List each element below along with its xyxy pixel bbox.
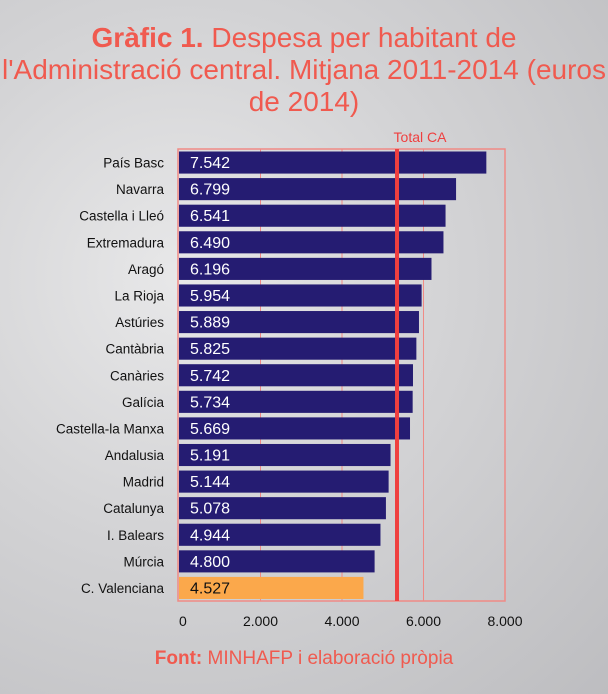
category-label: Canàries [110, 368, 164, 383]
data-label: 5.144 [190, 474, 230, 491]
category-label: Madrid [123, 475, 164, 490]
bar [179, 497, 386, 520]
data-label: 6.799 [190, 182, 230, 199]
source-note: Font: MINHAFP i elaboració pròpia [154, 648, 454, 669]
bar [179, 417, 411, 440]
data-label: 5.742 [190, 368, 230, 385]
bar [179, 443, 391, 467]
data-label: 5.669 [190, 421, 230, 438]
data-label: 4.527 [190, 580, 230, 597]
x-tick-label: 4.000 [324, 613, 359, 629]
category-label: Castella i Lleó [79, 209, 164, 224]
data-label: 5.954 [190, 288, 230, 305]
x-tick-label: 8.000 [487, 613, 522, 629]
bar [179, 311, 419, 334]
category-label: Navarra [116, 182, 165, 197]
bar [179, 364, 413, 387]
data-label: 5.889 [190, 315, 230, 332]
bar [179, 523, 381, 546]
category-label: Astúries [115, 315, 164, 330]
category-label: C. Valenciana [81, 581, 165, 596]
data-label: 4.944 [190, 527, 230, 544]
category-label: Andalusia [105, 448, 165, 463]
x-tick-label: 6.000 [406, 613, 441, 629]
reference-line-label: Total CA [394, 129, 448, 145]
data-label: 5.078 [190, 501, 230, 518]
bar [179, 257, 432, 280]
data-label: 6.541 [190, 208, 230, 225]
category-label: Cantàbria [105, 342, 164, 357]
x-tick-label: 2.000 [243, 613, 278, 629]
category-label: Catalunya [103, 501, 164, 516]
chart-title: Gràfic 1. Despesa per habitant de l'Admi… [1, 22, 606, 117]
data-label: 5.825 [190, 341, 230, 358]
bar [179, 178, 457, 201]
data-label: 6.490 [190, 235, 230, 252]
data-label: 6.196 [190, 261, 230, 278]
x-tick-label: 0 [179, 613, 187, 629]
category-label: Aragó [128, 262, 164, 277]
data-label: 5.734 [190, 394, 230, 411]
category-label: Castella-la Manxa [56, 421, 165, 436]
bar [179, 151, 487, 174]
bar [179, 390, 413, 413]
bar [179, 284, 422, 307]
bar [179, 576, 364, 599]
category-label: La Rioja [114, 288, 164, 303]
bar [179, 550, 375, 573]
data-label: 7.542 [190, 155, 230, 172]
bar [179, 204, 446, 227]
category-label: Múrcia [123, 554, 164, 569]
bar [179, 231, 444, 254]
category-label: Extremadura [87, 235, 165, 250]
category-label: País Basc [103, 156, 164, 171]
data-label: 5.191 [190, 448, 230, 465]
bar [179, 337, 417, 360]
category-label: I. Balears [107, 528, 164, 543]
bar [179, 470, 389, 493]
data-label: 4.800 [190, 554, 230, 571]
category-label: Galícia [122, 395, 165, 410]
